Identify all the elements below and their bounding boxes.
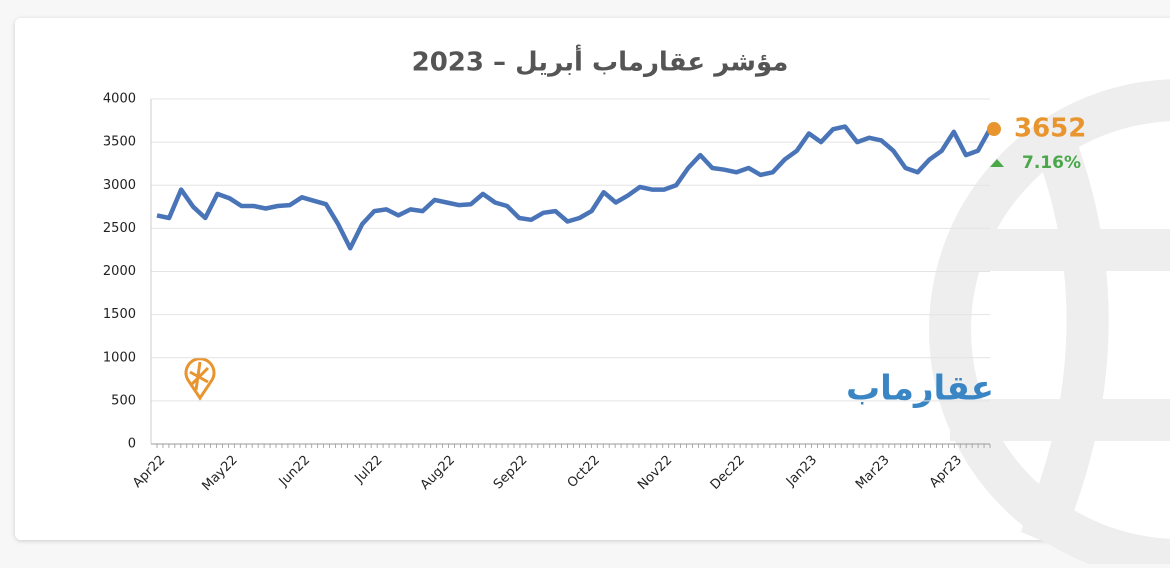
chart-title: مؤشر عقارماب أبريل – 2023 xyxy=(412,45,789,78)
y-tick-label: 3000 xyxy=(103,178,136,193)
y-tick-label: 1000 xyxy=(103,350,136,365)
y-tick-label: 1500 xyxy=(103,307,136,322)
y-tick-label: 4000 xyxy=(103,92,136,107)
watermark-globe xyxy=(929,79,1170,568)
change-label: 7.16% xyxy=(1022,153,1081,173)
last-point xyxy=(987,122,1001,137)
card xyxy=(15,18,1170,540)
y-tick-label: 0 xyxy=(128,437,136,452)
y-tick-label: 3500 xyxy=(103,135,136,150)
y-tick-label: 2000 xyxy=(103,264,136,279)
data-line xyxy=(156,124,992,251)
up-arrow xyxy=(990,159,1004,168)
pin-icon xyxy=(184,357,216,401)
y-tick-label: 2500 xyxy=(103,221,136,236)
last-value-label: 3652 xyxy=(1014,114,1086,144)
brand-logo: عقارماب xyxy=(846,369,994,409)
y-tick-label: 500 xyxy=(111,393,136,408)
